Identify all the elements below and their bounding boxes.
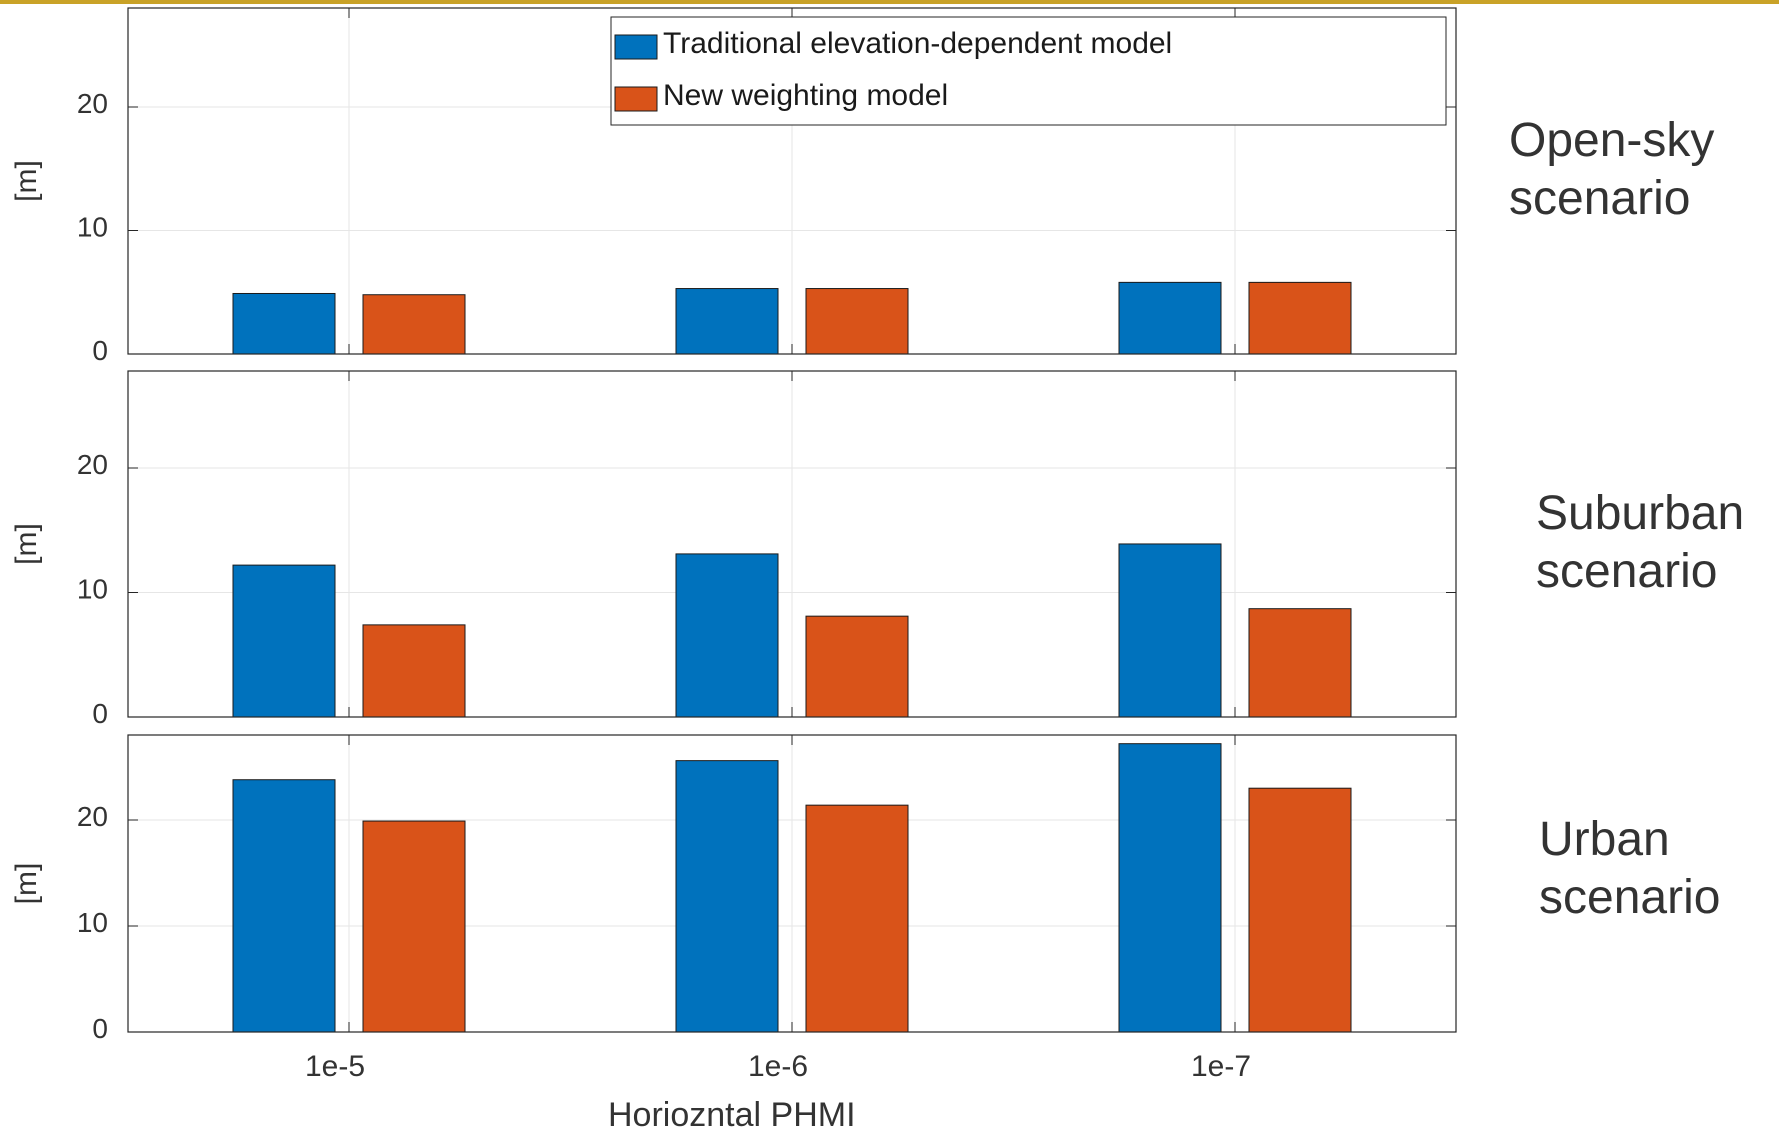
legend-swatch	[614, 86, 658, 112]
y-tick-label: 0	[92, 1013, 108, 1044]
y-tick-label: 0	[92, 698, 108, 729]
x-tick-label: 1e-6	[748, 1050, 808, 1083]
bar-traditional-1e-7	[1118, 543, 1222, 718]
bar-new-1e-7	[1248, 787, 1352, 1033]
x-tick-label: 1e-5	[305, 1050, 365, 1083]
legend-swatch	[614, 34, 658, 60]
bar-new-1e-6	[805, 615, 909, 718]
bar-new-1e-5	[362, 624, 466, 718]
bar-traditional-1e-7	[1118, 743, 1222, 1033]
bar-new-1e-6	[805, 804, 909, 1033]
y-tick-label: 10	[77, 212, 108, 243]
top-accent-rule	[0, 0, 1779, 4]
bar-traditional-1e-5	[232, 292, 336, 355]
scenario-label-line-2: scenario	[1536, 545, 1718, 598]
bar-traditional-1e-5	[232, 564, 336, 718]
scenario-label-open-sky: Open-sky scenario	[1509, 112, 1714, 228]
scenario-label-line-1: Open-sky	[1509, 114, 1715, 167]
scenario-label-line-1: Urban	[1539, 813, 1670, 866]
bar-new-1e-6	[805, 288, 909, 355]
bar-new-1e-5	[362, 820, 466, 1033]
y-tick-label: 10	[77, 907, 108, 938]
scenario-label-line-2: scenario	[1509, 172, 1691, 225]
bar-traditional-1e-7	[1118, 281, 1222, 355]
scenario-label-line-2: scenario	[1539, 871, 1721, 924]
bar-traditional-1e-5	[232, 779, 336, 1033]
bar-new-1e-7	[1248, 281, 1352, 355]
y-tick-label: 20	[77, 88, 108, 119]
legend-label: New weighting model	[663, 79, 948, 112]
bar-new-1e-5	[362, 294, 466, 355]
legend-label: Traditional elevation-dependent model	[663, 27, 1172, 60]
y-tick-label: 0	[92, 335, 108, 366]
y-axis-label: [m]	[10, 523, 43, 565]
legend-box	[610, 16, 1447, 126]
bar-new-1e-7	[1248, 608, 1352, 718]
scenario-label-urban: Urban scenario	[1539, 811, 1720, 927]
y-tick-label: 10	[77, 574, 108, 605]
bar-traditional-1e-6	[675, 288, 779, 355]
bar-traditional-1e-6	[675, 760, 779, 1033]
scenario-label-suburban: Suburban scenario	[1536, 485, 1744, 601]
x-tick-label: 1e-7	[1191, 1050, 1251, 1083]
y-axis-label: [m]	[10, 160, 43, 202]
bar-traditional-1e-6	[675, 553, 779, 718]
x-axis-label: Horiozntal PHMI	[608, 1096, 856, 1134]
y-axis-label: [m]	[10, 863, 43, 905]
scenario-label-line-1: Suburban	[1536, 487, 1745, 540]
y-tick-label: 20	[77, 449, 108, 480]
y-tick-label: 20	[77, 801, 108, 832]
